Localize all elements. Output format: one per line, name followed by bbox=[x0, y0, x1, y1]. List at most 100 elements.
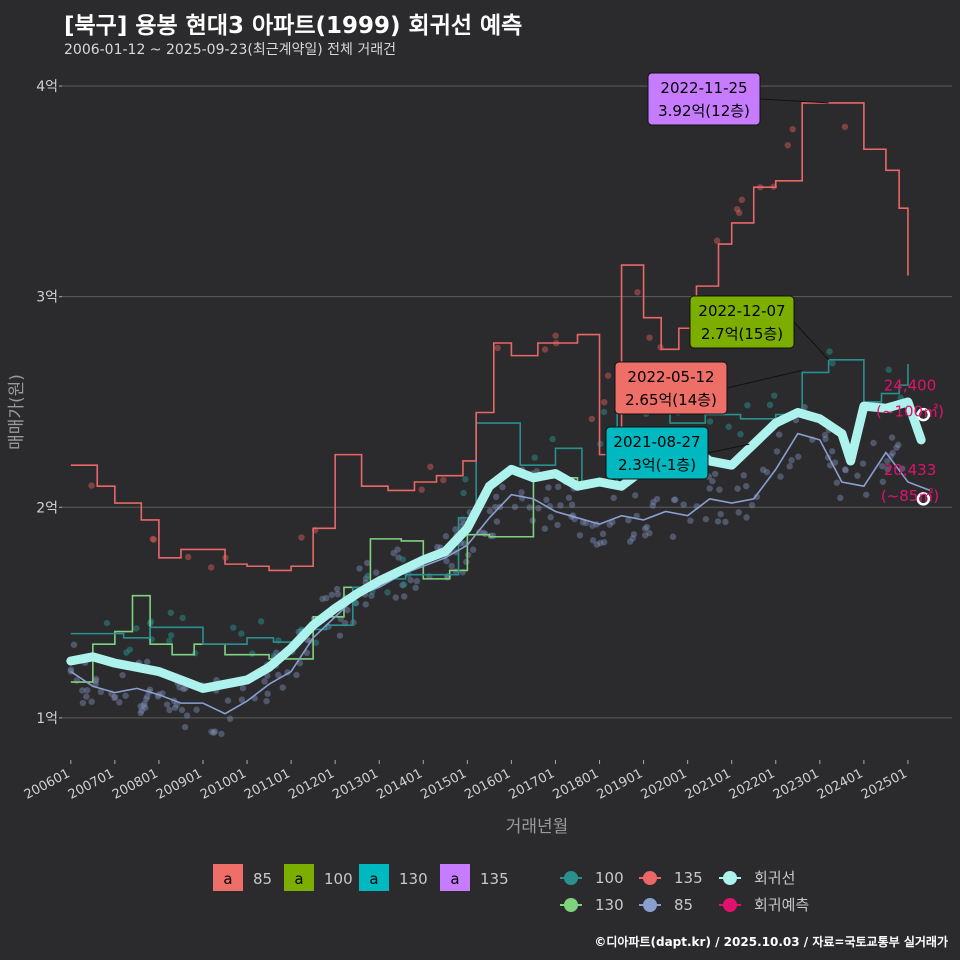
annotation-leader bbox=[793, 321, 830, 361]
scatter-point-85 bbox=[545, 484, 552, 491]
legend-dot bbox=[564, 898, 578, 912]
scatter-point-85 bbox=[412, 584, 419, 592]
series-line-135 bbox=[70, 102, 909, 572]
legend-label: 130 bbox=[595, 896, 624, 914]
scatter-point-100 bbox=[771, 392, 778, 399]
scatter-point-85 bbox=[831, 459, 839, 466]
scatter-point-85 bbox=[669, 533, 677, 540]
scatter-point-85 bbox=[788, 457, 795, 464]
legend-dot bbox=[643, 898, 657, 912]
forecast-area: (~100㎡) bbox=[876, 403, 944, 421]
scatter-point-85 bbox=[670, 496, 678, 503]
scatter-point-100 bbox=[257, 618, 265, 625]
scatter-point-85 bbox=[680, 501, 687, 508]
legend-swatch bbox=[284, 864, 314, 891]
x-tick-label: 201001 bbox=[198, 766, 249, 803]
scatter-point-85 bbox=[526, 504, 533, 511]
scatter-point-85 bbox=[888, 434, 896, 441]
scatter-point-85 bbox=[600, 539, 608, 546]
scatter-point-85 bbox=[717, 510, 724, 518]
scatter-point-85 bbox=[180, 685, 187, 693]
series-line-85 bbox=[70, 432, 931, 715]
x-tick-label: 202001 bbox=[639, 766, 690, 803]
legend-dot bbox=[564, 871, 578, 885]
scatter-point-85 bbox=[879, 478, 887, 485]
scatter-point-85 bbox=[434, 543, 441, 551]
scatter-point-85 bbox=[171, 704, 179, 711]
scatter-point-100 bbox=[312, 639, 320, 646]
annotation-date: 2021-08-27 bbox=[613, 433, 700, 451]
scatter-point-85 bbox=[97, 688, 105, 696]
scatter-point-100 bbox=[549, 435, 556, 443]
scatter-point-135 bbox=[552, 332, 559, 339]
scatter-point-85 bbox=[735, 509, 742, 516]
forecast-marker bbox=[916, 407, 931, 422]
y-tick-label: 1억 bbox=[36, 711, 58, 727]
scatter-point-85 bbox=[208, 728, 215, 735]
scatter-point-135 bbox=[604, 372, 612, 379]
scatter-point-135 bbox=[713, 237, 721, 244]
scatter-point-85 bbox=[589, 522, 596, 529]
scatter-point-85 bbox=[878, 463, 886, 470]
scatter-point-135 bbox=[736, 209, 743, 217]
scatter-point-100 bbox=[597, 440, 604, 448]
scatter-point-85 bbox=[142, 704, 149, 711]
scatter-point-85 bbox=[630, 531, 638, 538]
scatter-point-85 bbox=[79, 699, 87, 707]
scatter-point-85 bbox=[261, 678, 268, 685]
scatter-point-85 bbox=[702, 515, 710, 523]
scatter-point-85 bbox=[336, 632, 344, 639]
scatter-point-85 bbox=[554, 483, 562, 491]
annotation-date: 2022-05-12 bbox=[627, 368, 714, 386]
scatter-point-85 bbox=[84, 687, 91, 694]
scatter-point-135 bbox=[494, 344, 501, 352]
scatter-point-85 bbox=[711, 470, 719, 478]
scatter-point-85 bbox=[786, 463, 793, 470]
scatter-point-85 bbox=[775, 431, 783, 438]
legend-label: 100 bbox=[595, 869, 624, 887]
scatter-point-85 bbox=[116, 699, 123, 706]
scatter-point-85 bbox=[279, 684, 286, 691]
scatter-point-135 bbox=[427, 463, 434, 471]
regression-line bbox=[66, 397, 926, 693]
annotation-box bbox=[647, 72, 761, 126]
scatter-point-85 bbox=[714, 518, 722, 525]
scatter-point-85 bbox=[137, 709, 144, 717]
scatter-point-85 bbox=[88, 698, 95, 705]
scatter-point-85 bbox=[795, 453, 802, 460]
scatter-point-85 bbox=[629, 535, 636, 542]
y-axis-label: 매매가(원) bbox=[7, 374, 27, 450]
scatter-point-85 bbox=[463, 558, 470, 566]
annotation-leader bbox=[726, 369, 803, 389]
scatter-point-85 bbox=[646, 529, 653, 537]
scatter-point-85 bbox=[599, 530, 607, 538]
scatter-point-85 bbox=[641, 532, 649, 539]
scatter-point-85 bbox=[487, 532, 494, 540]
scatter-point-85 bbox=[193, 706, 200, 713]
annotation-date: 2022-12-07 bbox=[698, 302, 785, 320]
scatter-point-85 bbox=[687, 517, 694, 524]
scatter-point-85 bbox=[176, 684, 183, 691]
forecast-value: 20,433 bbox=[884, 461, 937, 479]
axes: 1억2억3억4억20060120070120080120090120100120… bbox=[7, 79, 910, 837]
scatter-point-85 bbox=[706, 485, 713, 492]
scatter-point-85 bbox=[593, 541, 601, 548]
scatter-point-85 bbox=[606, 521, 613, 528]
annotation-leader bbox=[759, 98, 829, 104]
scatter-point-85 bbox=[333, 585, 341, 593]
scatter-point-85 bbox=[610, 494, 617, 502]
scatter-point-135 bbox=[784, 141, 792, 149]
scatter-point-85 bbox=[632, 492, 639, 499]
annotations: 24,400 (~100㎡) 20,433 (~85㎡) 2022-11-25 3.92억… bbox=[605, 72, 944, 506]
annotation-value: 2.7억(15층) bbox=[701, 325, 783, 343]
scatter-point-85 bbox=[319, 595, 326, 603]
forecast-area: (~85㎡) bbox=[881, 487, 939, 505]
scatter-point-85 bbox=[460, 540, 468, 547]
x-tick-label: 200601 bbox=[22, 766, 73, 803]
scatter-point-100 bbox=[352, 599, 359, 607]
scatter-point-85 bbox=[322, 594, 330, 602]
scatter-point-85 bbox=[743, 514, 750, 521]
x-tick-label: 201401 bbox=[374, 766, 425, 803]
scatter-point-85 bbox=[492, 503, 499, 511]
